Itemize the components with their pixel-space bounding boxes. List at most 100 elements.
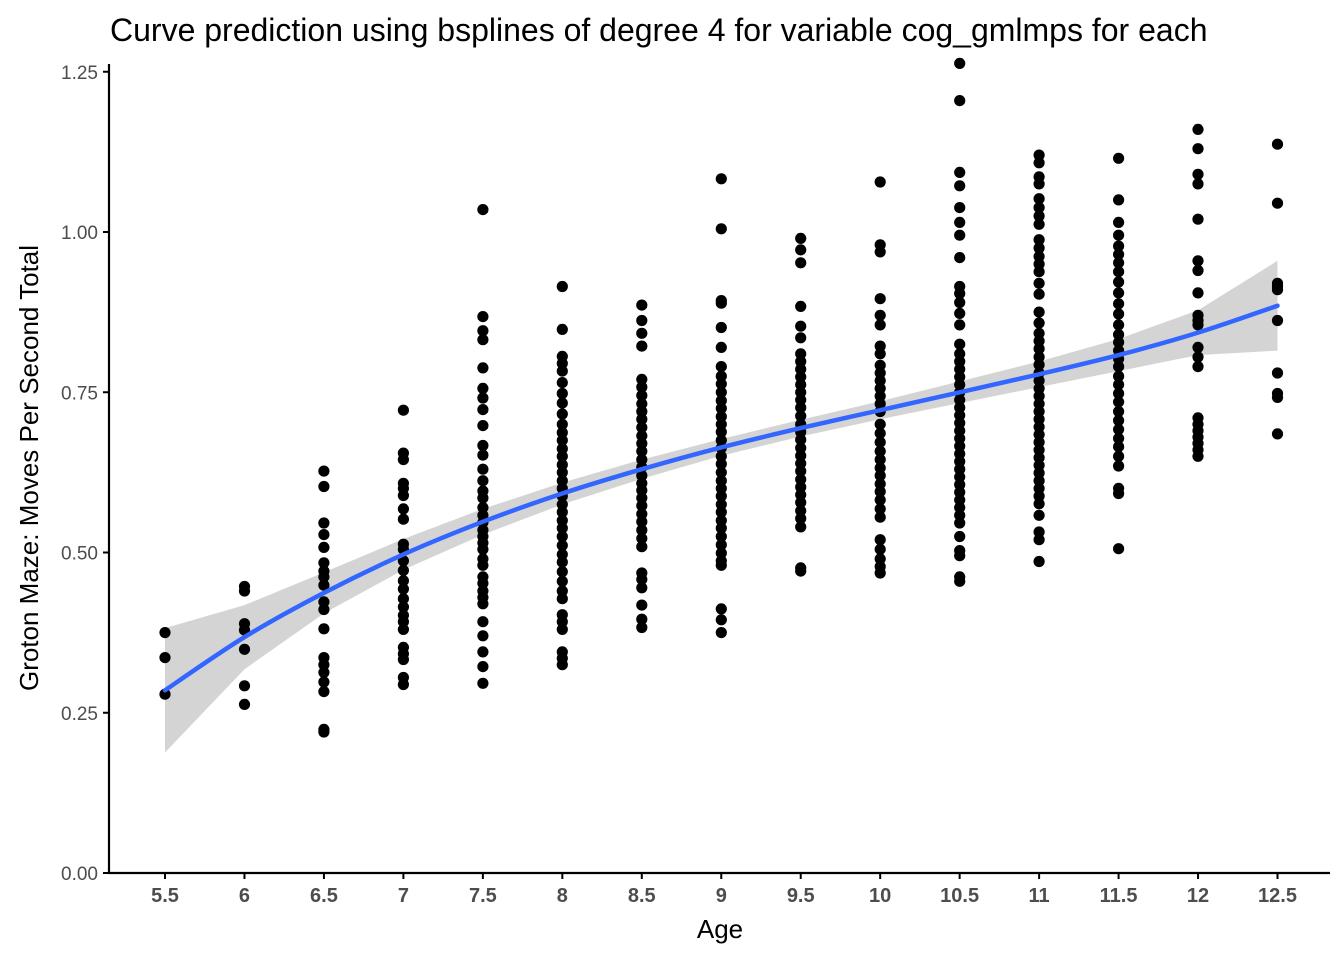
data-point [1192,143,1204,155]
data-point [556,427,568,439]
data-point [556,357,568,369]
data-point [238,585,251,597]
data-point [715,498,727,510]
data-point [1113,329,1125,341]
data-point [874,534,886,546]
data-point [1113,229,1125,241]
data-point [795,473,807,485]
data-point [874,367,886,379]
data-point [1033,467,1045,479]
data-point [636,314,648,327]
data-point [874,543,886,555]
data-point [1113,216,1125,228]
data-point [1192,450,1204,462]
data-point [874,246,886,258]
data-point [954,509,966,521]
data-point [1033,288,1045,300]
data-point [795,512,807,525]
data-point [556,408,568,420]
data-point [1113,441,1125,453]
data-point [318,623,330,635]
data-point [1033,498,1045,510]
x-tick-label: 11.5 [1100,885,1138,907]
data-point [874,445,886,457]
data-point [954,409,966,421]
data-point [477,382,489,394]
x-axis-ticks: 5.5 6 6.5 7 7.5 8 8.5 9 9.5 10 10.5 11 11.5 12 12.5 [151,873,1297,907]
data-point [954,530,966,543]
data-point [1033,157,1045,169]
x-tick-label: 5.5 [151,885,179,907]
data-point [1192,264,1204,277]
data-point [397,489,409,502]
data-point [795,496,807,509]
x-tick-label: 8.5 [628,885,656,907]
data-point [954,202,966,214]
data-point [795,481,807,493]
data-point [318,659,330,671]
data-point [715,559,727,571]
data-point [636,398,648,410]
data-point [636,492,648,504]
data-point [238,680,251,692]
data-point [954,229,966,241]
data-point [715,223,727,235]
data-point [1113,287,1125,299]
data-point [556,459,568,471]
data-point [1033,390,1045,402]
x-tick-label: 7.5 [469,885,497,907]
data-point [874,319,886,331]
data-point [954,348,966,360]
x-tick-label: 9.5 [787,885,815,907]
data-point [636,621,648,634]
data-point [1033,306,1045,318]
data-point [954,355,966,368]
data-point [954,432,966,444]
x-tick-label: 9 [716,885,727,907]
data-point [636,484,648,496]
data-point [1033,436,1045,448]
data-point [954,550,966,562]
x-tick-label: 11 [1029,885,1050,907]
data-point [477,463,489,475]
data-point [1192,178,1204,190]
data-point [1033,193,1045,205]
data-point [318,676,330,688]
data-point [1033,178,1045,190]
data-point [795,457,807,469]
x-tick-label: 12 [1187,885,1209,907]
data-point [397,513,409,525]
data-point [1113,450,1125,462]
data-point [874,511,886,523]
data-point [715,434,727,446]
data-point [954,307,966,319]
data-point [1113,298,1125,310]
data-point [556,548,568,561]
data-point [1113,308,1125,320]
data-point [477,502,489,514]
data-point [1113,405,1125,418]
data-point [318,557,330,569]
data-point [1271,428,1284,440]
data-point [477,677,489,689]
data-point [318,480,330,493]
data-point [1192,319,1204,331]
data-point [874,375,886,387]
data-point [318,465,330,477]
data-point [1033,534,1045,546]
data-point [715,530,727,543]
data-point [1033,317,1045,329]
data-point [477,616,489,628]
data-point [556,466,568,478]
data-point [1113,194,1125,206]
data-point [556,418,568,430]
data-point [1113,414,1125,427]
data-point [954,180,966,192]
data-point [1113,423,1125,435]
data-point [477,559,489,571]
data-point [874,462,886,474]
x-tick-label: 7 [398,885,409,907]
data-point [397,653,409,666]
y-tick-label: 1.25 [61,63,98,84]
